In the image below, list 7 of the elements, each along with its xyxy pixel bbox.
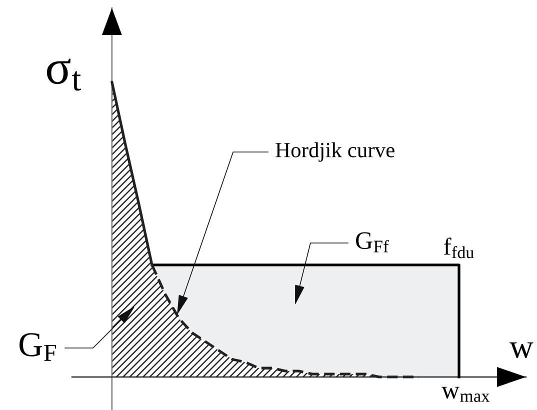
annotation: G$_{Ff}$ <box>356 232 389 252</box>
annotation: f$_{fdu}$ <box>444 238 474 258</box>
text: G$_{F}$ <box>19 333 56 361</box>
text: w$_{max}$ <box>442 386 490 402</box>
y-axis-title: σ$_{t}$ <box>46 58 81 91</box>
x-axis-title: w <box>509 342 534 358</box>
annotation: Hordjik curve <box>276 142 394 162</box>
